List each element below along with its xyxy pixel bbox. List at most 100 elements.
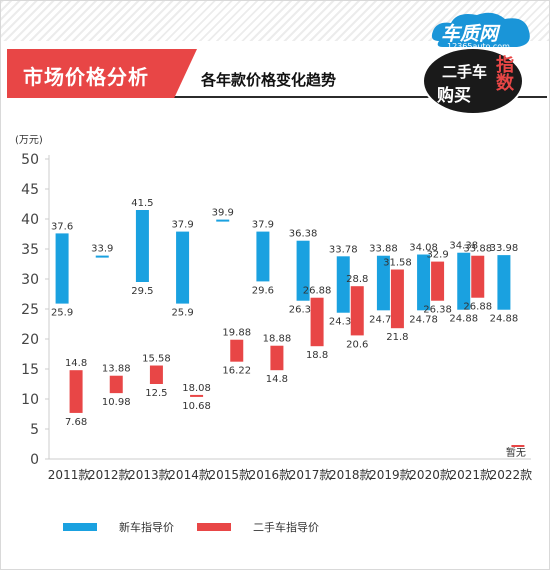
used-car-high-label: 15.58 — [142, 354, 171, 365]
y-tick-label: 45 — [21, 182, 39, 198]
legend-item-used-car: 二手车指导价 — [197, 519, 319, 535]
used-car-high-label: 13.88 — [102, 364, 131, 375]
x-tick-label: 2017款 — [289, 468, 332, 482]
new-car-price-bar — [176, 231, 190, 304]
used-car-high-label: 28.8 — [346, 274, 368, 285]
legend-swatch-used-car — [197, 523, 231, 531]
used-car-price-bar — [471, 255, 485, 298]
y-tick-label: 30 — [21, 272, 39, 288]
new-car-price-bar — [336, 256, 350, 313]
header-underline — [7, 96, 547, 98]
x-tick-label: 2011款 — [48, 468, 91, 482]
used-car-low-label: 14.8 — [266, 374, 288, 385]
used-car-low-label: 26.88 — [463, 302, 492, 313]
y-axis-unit-label: (万元) — [15, 135, 43, 146]
used-car-low-label: 21.8 — [386, 332, 408, 343]
x-tick-label: 2015款 — [208, 468, 251, 482]
used-car-high-label: 18.08 — [182, 383, 211, 394]
new-car-low-label: 24.88 — [490, 314, 519, 325]
used-car-low-label: 18.8 — [306, 350, 328, 361]
new-car-high-label: 33.98 — [490, 243, 519, 254]
used-car-high-label: 18.88 — [263, 334, 292, 345]
new-car-high-label: 37.6 — [51, 221, 73, 232]
new-car-low-label: 25.9 — [51, 308, 73, 319]
used-car-high-label: 14.8 — [65, 358, 87, 369]
index-badge — [422, 47, 524, 115]
used-car-high-label: 19.88 — [222, 328, 251, 339]
used-car-high-label: 33.88 — [463, 244, 492, 255]
new-car-high-label: 34.08 — [409, 243, 438, 254]
y-tick-label: 50 — [21, 152, 39, 168]
brand-logo-url: 12365auto.com — [447, 42, 510, 51]
x-tick-label: 2014款 — [168, 468, 211, 482]
x-tick-label: 2018款 — [329, 468, 372, 482]
used-car-high-label: 26.88 — [303, 286, 332, 297]
new-car-high-label: 33.88 — [369, 244, 398, 255]
new-car-price-bar — [457, 252, 471, 310]
new-car-price-bar — [55, 233, 69, 304]
page-subtitle: 各年款价格变化趋势 — [201, 71, 337, 89]
used-car-high-label: 32.9 — [426, 250, 448, 261]
new-car-low-label: 24.78 — [409, 314, 438, 325]
used-car-price-bar — [431, 261, 445, 301]
used-car-price-bar — [109, 375, 123, 394]
new-car-low-label: 24.88 — [449, 314, 478, 325]
x-tick-label: 2016款 — [249, 468, 292, 482]
y-tick-label: 35 — [21, 242, 39, 258]
x-tick-label: 2012款 — [88, 468, 131, 482]
used-car-price-bar — [310, 297, 324, 347]
new-car-price-bar — [497, 255, 511, 310]
y-tick-label: 15 — [21, 362, 39, 378]
new-car-low-label: 24.38 — [329, 317, 358, 328]
x-tick-label: 2020款 — [409, 468, 452, 482]
x-tick-label: 2019款 — [369, 468, 412, 482]
y-tick-label: 10 — [21, 392, 39, 408]
new-car-price-bar — [95, 255, 109, 258]
badge-text-line2: 购买 — [437, 86, 471, 106]
new-car-price-bar — [376, 255, 390, 311]
new-car-price-bar — [296, 240, 310, 301]
used-car-price-bar — [190, 394, 204, 397]
new-car-high-label: 36.38 — [289, 229, 318, 240]
legend-item-new-car: 新车指导价 — [63, 519, 174, 535]
page-title: 市场价格分析 — [23, 65, 149, 89]
legend-label-new-car: 新车指导价 — [119, 521, 174, 534]
brand-logo-cloud — [431, 12, 530, 47]
new-car-high-label: 37.9 — [171, 220, 193, 231]
new-car-low-label: 25.9 — [171, 308, 193, 319]
y-tick-label: 0 — [30, 452, 39, 468]
new-car-price-bar — [216, 219, 230, 222]
y-tick-label: 20 — [21, 332, 39, 348]
used-car-price-bar — [69, 370, 83, 413]
used-car-missing-marker — [511, 445, 525, 447]
x-tick-label: 2022款 — [490, 468, 533, 482]
used-car-low-label: 16.22 — [222, 366, 251, 377]
used-car-low-label: 26.38 — [423, 305, 452, 316]
price-range-chart: (万元)051015202530354045502011款2012款2013款2… — [15, 135, 533, 482]
new-car-high-label: 34.38 — [449, 241, 478, 252]
new-car-low-label: 24.78 — [369, 314, 398, 325]
x-tick-label: 2013款 — [128, 468, 171, 482]
y-tick-label: 5 — [30, 422, 39, 438]
new-car-price-bar — [417, 254, 431, 311]
legend-swatch-new-car — [63, 523, 97, 531]
used-car-price-bar — [270, 345, 284, 371]
new-car-high-label: 33.9 — [91, 244, 113, 255]
new-car-low-label: 29.6 — [252, 285, 274, 296]
used-car-price-bar — [149, 365, 163, 384]
new-car-high-label: 37.9 — [252, 220, 274, 231]
y-tick-label: 25 — [21, 302, 39, 318]
new-car-high-label: 39.9 — [212, 208, 234, 219]
badge-text-line1: 二手车 — [442, 63, 488, 81]
new-car-price-bar — [135, 210, 149, 282]
used-car-low-label: 10.98 — [102, 397, 131, 408]
new-car-high-label: 41.5 — [131, 198, 153, 209]
legend-label-used-car: 二手车指导价 — [253, 521, 319, 534]
used-car-low-label: 7.68 — [65, 417, 87, 428]
used-car-low-label: 10.68 — [182, 401, 211, 412]
new-car-low-label: 29.5 — [131, 286, 153, 297]
used-car-price-bar — [230, 339, 244, 362]
used-car-price-bar — [350, 286, 364, 336]
used-car-low-label: 20.6 — [346, 339, 368, 350]
